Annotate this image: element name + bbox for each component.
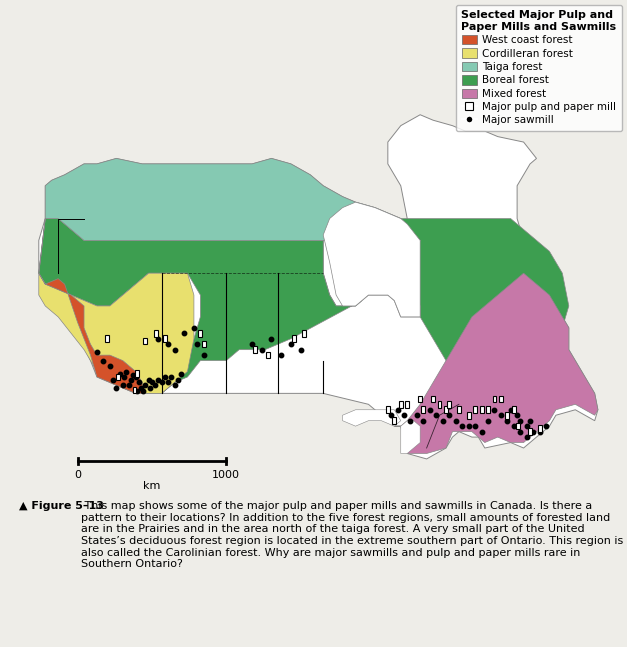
Polygon shape [302, 330, 306, 336]
Polygon shape [486, 406, 490, 413]
Polygon shape [39, 159, 420, 273]
Polygon shape [163, 335, 167, 342]
Text: 0: 0 [74, 470, 81, 480]
Polygon shape [342, 410, 401, 426]
Polygon shape [438, 401, 441, 408]
Polygon shape [393, 417, 396, 424]
Polygon shape [323, 202, 420, 317]
Polygon shape [431, 395, 435, 402]
Polygon shape [473, 406, 477, 413]
Polygon shape [253, 346, 257, 353]
Polygon shape [538, 425, 542, 432]
Polygon shape [421, 406, 425, 413]
Polygon shape [154, 330, 159, 336]
Text: 1000: 1000 [212, 470, 240, 480]
Legend: West coast forest, Cordilleran forest, Taiga forest, Boreal forest, Mixed forest: West coast forest, Cordilleran forest, T… [456, 5, 622, 131]
Polygon shape [39, 115, 598, 459]
Polygon shape [135, 371, 139, 377]
Polygon shape [528, 428, 532, 435]
Polygon shape [480, 406, 483, 413]
Polygon shape [144, 338, 147, 344]
Text: km: km [143, 481, 161, 491]
Polygon shape [105, 335, 108, 342]
Polygon shape [386, 406, 390, 413]
Polygon shape [418, 395, 422, 402]
Polygon shape [512, 406, 516, 413]
Polygon shape [499, 395, 503, 402]
Text: ▲ Figure 5–13: ▲ Figure 5–13 [19, 501, 103, 511]
Polygon shape [198, 330, 203, 336]
Polygon shape [401, 421, 420, 454]
Polygon shape [444, 406, 448, 413]
Polygon shape [517, 423, 520, 430]
Polygon shape [399, 401, 403, 408]
Polygon shape [447, 401, 451, 408]
Polygon shape [202, 341, 206, 347]
Polygon shape [39, 273, 142, 393]
Polygon shape [493, 395, 497, 402]
Polygon shape [457, 406, 461, 413]
Polygon shape [132, 387, 137, 393]
Polygon shape [505, 412, 509, 419]
Text: This map shows some of the major pulp and paper mills and sawmills in Canada. Is: This map shows some of the major pulp an… [81, 501, 623, 569]
Polygon shape [39, 273, 194, 393]
Polygon shape [116, 374, 120, 380]
Polygon shape [266, 352, 270, 358]
Polygon shape [39, 219, 569, 404]
Polygon shape [405, 401, 409, 408]
Polygon shape [394, 273, 598, 454]
Polygon shape [292, 335, 296, 342]
Polygon shape [466, 412, 471, 419]
